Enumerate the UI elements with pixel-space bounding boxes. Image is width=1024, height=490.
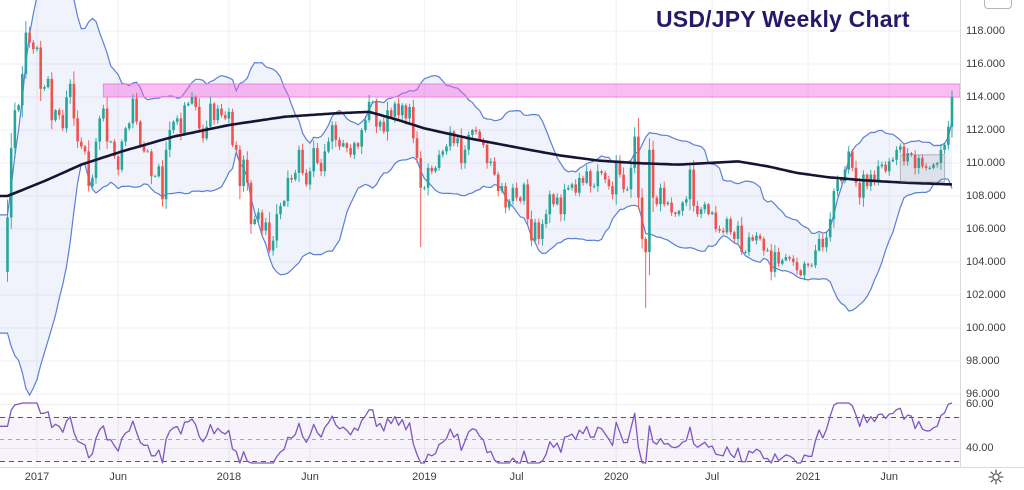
price-tick-label: 112.000	[966, 123, 1005, 136]
price-tick-label: 118.000	[966, 24, 1005, 37]
price-tick-label: 106.000	[966, 222, 1006, 235]
rsi-tick-label: 40.00	[966, 441, 994, 454]
price-tick-label: 114.000	[966, 90, 1005, 103]
gear-icon[interactable]	[988, 469, 1004, 485]
price-tick-label: 102.000	[966, 288, 1006, 301]
bollinger-fill	[0, 0, 952, 396]
price-tick-label: 98.000	[966, 354, 1000, 367]
chart-title: USD/JPY Weekly Chart	[656, 6, 910, 32]
time-tick-label: Jun	[109, 471, 128, 483]
time-tick-label: 2018	[216, 471, 242, 483]
time-tick-label: Jul	[509, 471, 524, 483]
time-tick-label: Jun	[301, 471, 319, 483]
candles-layer	[6, 21, 954, 309]
price-tick-label: 96.000	[966, 387, 1000, 400]
rsi-tick-label: 60.00	[966, 398, 994, 410]
time-tick-label: Jun	[880, 471, 899, 483]
time-tick-label: 2017	[24, 471, 50, 483]
resistance-zone[interactable]	[102, 83, 960, 98]
plot-area[interactable]	[0, 0, 960, 467]
time-tick-label: 2019	[412, 471, 437, 483]
price-tick-label: 108.000	[966, 189, 1006, 202]
long-ma-line	[0, 110, 953, 198]
price-scale-box[interactable]	[984, 0, 1012, 9]
price-tick-label: 104.000	[966, 255, 1006, 268]
rsi-line	[0, 402, 953, 464]
time-tick-label: 2021	[795, 471, 821, 483]
grid-lines	[0, 0, 960, 467]
time-tick-label: Jul	[705, 471, 720, 483]
consolidation-box[interactable]	[899, 154, 946, 183]
price-tick-label: 100.000	[966, 321, 1006, 334]
price-tick-label: 116.000	[966, 57, 1005, 70]
price-tick-label: 110.000	[966, 156, 1005, 169]
time-tick-label: 2020	[603, 471, 629, 483]
